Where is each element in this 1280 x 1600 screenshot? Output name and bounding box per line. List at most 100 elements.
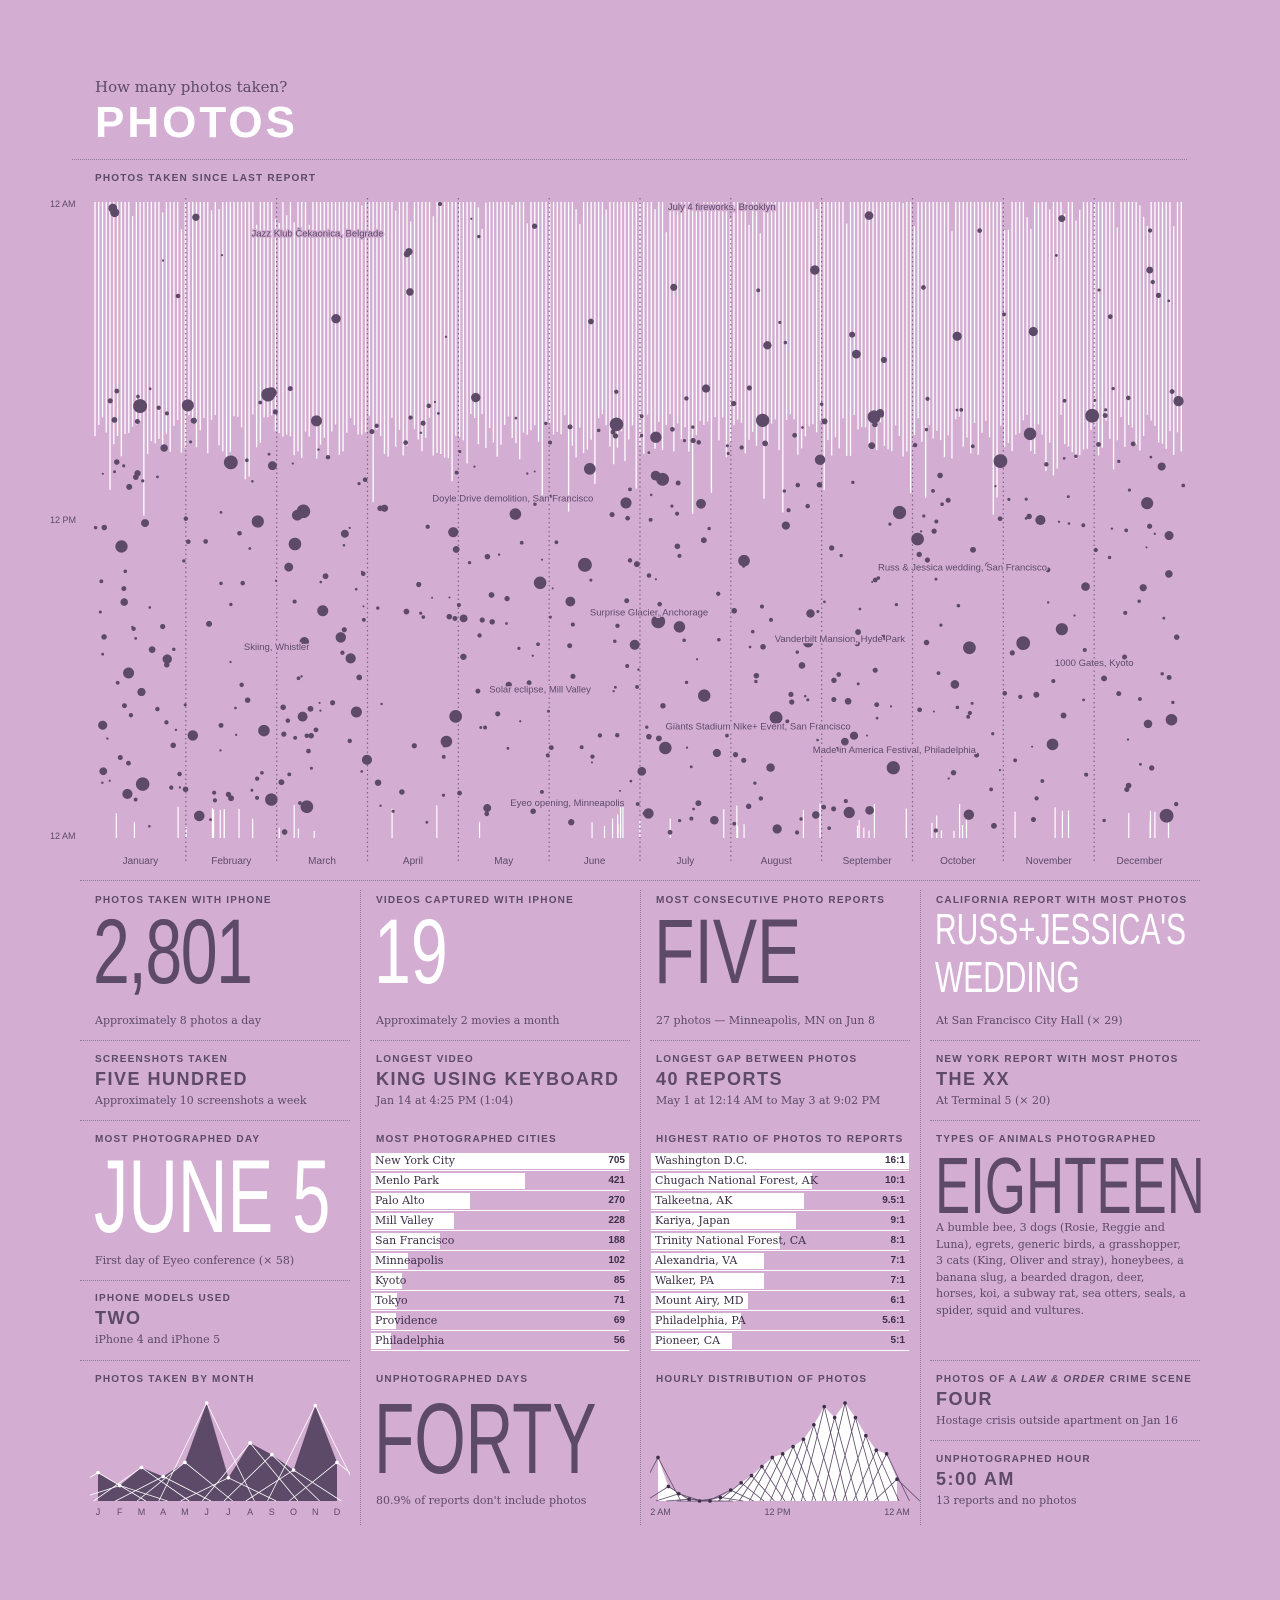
photo-dot bbox=[639, 414, 644, 419]
photo-dot bbox=[801, 426, 804, 429]
column-divider bbox=[920, 890, 921, 1525]
photo-dot bbox=[821, 418, 828, 425]
stat-note: iPhone 4 and iPhone 5 bbox=[95, 1333, 221, 1346]
photo-dot bbox=[437, 202, 443, 207]
photo-dot bbox=[426, 403, 432, 409]
photo-dot bbox=[613, 639, 617, 643]
month-label: July bbox=[677, 856, 695, 867]
photo-dot bbox=[685, 746, 689, 749]
photo-dot bbox=[416, 581, 422, 588]
photo-dot bbox=[748, 645, 752, 649]
photo-dot bbox=[272, 409, 278, 415]
photo-dot bbox=[1123, 610, 1128, 615]
photo-dot bbox=[164, 662, 170, 668]
bar-value: 6:1 bbox=[890, 1295, 905, 1306]
photo-dot bbox=[922, 514, 926, 518]
bar-row: Menlo Park 421 bbox=[371, 1173, 629, 1191]
peak-point bbox=[843, 1401, 847, 1405]
photo-dot bbox=[1009, 650, 1015, 656]
photo-dot bbox=[651, 614, 666, 629]
photo-dot bbox=[966, 714, 971, 719]
photo-dot bbox=[114, 459, 120, 465]
photo-dot bbox=[1060, 712, 1067, 719]
bar-row: New York City 705 bbox=[371, 1153, 629, 1171]
photo-dot bbox=[133, 797, 138, 802]
ratio-bar-chart: Washington D.C. 16:1 Chugach National Fore… bbox=[651, 1153, 909, 1353]
photo-dot bbox=[625, 664, 630, 668]
stat-label: MOST CONSECUTIVE PHOTO REPORTS bbox=[656, 895, 886, 906]
photo-dot bbox=[160, 623, 166, 630]
photo-dot bbox=[614, 389, 619, 394]
photo-dot bbox=[738, 554, 750, 567]
photo-dot bbox=[1062, 457, 1066, 460]
photo-dot bbox=[806, 609, 815, 618]
photo-dot bbox=[945, 497, 951, 503]
photo-dot bbox=[612, 433, 619, 439]
photo-dot bbox=[121, 586, 127, 592]
bar-fill bbox=[371, 1153, 629, 1169]
photo-dot bbox=[1174, 801, 1179, 807]
month-label: January bbox=[123, 856, 159, 867]
month-tick: J bbox=[204, 1507, 209, 1517]
bar-value: 10:1 bbox=[884, 1175, 905, 1186]
photo-dot bbox=[1173, 395, 1184, 407]
photo-dot bbox=[1018, 694, 1023, 700]
photo-dot bbox=[308, 732, 314, 739]
photo-dot bbox=[1138, 697, 1142, 701]
bar-fill bbox=[371, 1313, 397, 1329]
y-tick-bottom: 12 AM bbox=[50, 831, 76, 841]
photo-dot bbox=[291, 462, 294, 465]
peak-point bbox=[853, 1415, 858, 1420]
photo-dot bbox=[1066, 495, 1070, 499]
photo-dot bbox=[169, 785, 174, 790]
photo-dot bbox=[1150, 279, 1155, 285]
photo-dot bbox=[994, 485, 997, 488]
photo-dot bbox=[612, 689, 615, 693]
peak-point bbox=[822, 1404, 827, 1409]
photo-dot bbox=[309, 766, 313, 770]
bar-label: Talkeetna, AK bbox=[655, 1194, 733, 1207]
photo-dot bbox=[505, 681, 512, 689]
photo-dot bbox=[792, 432, 798, 438]
photo-dot bbox=[583, 463, 596, 475]
photo-dot bbox=[670, 504, 674, 508]
photo-dot bbox=[172, 647, 176, 652]
bar-row: Kyoto 85 bbox=[371, 1273, 629, 1291]
divider bbox=[930, 1360, 1200, 1361]
photo-dot bbox=[519, 720, 522, 723]
photo-dot bbox=[189, 440, 193, 444]
photo-dot bbox=[769, 617, 773, 622]
photo-dot bbox=[937, 472, 943, 479]
photo-dot bbox=[1067, 522, 1071, 525]
by-month-label: PHOTOS TAKEN BY MONTH bbox=[95, 1374, 255, 1385]
photo-dot bbox=[229, 602, 233, 607]
photo-dot bbox=[1147, 523, 1153, 529]
photo-dot bbox=[212, 790, 217, 795]
photo-dot bbox=[731, 607, 738, 614]
stat-label: LONGEST VIDEO bbox=[376, 1054, 474, 1065]
stat-value: KING USING KEYBOARD bbox=[376, 1069, 620, 1089]
bar-underline bbox=[651, 1190, 909, 1191]
peak-point bbox=[161, 1474, 165, 1479]
month-label: June bbox=[584, 856, 606, 867]
bar-value: 188 bbox=[608, 1235, 625, 1246]
photo-dot bbox=[794, 830, 800, 835]
photo-dot bbox=[219, 511, 223, 514]
stat-label: PHOTOS TAKEN WITH IPHONE bbox=[95, 895, 272, 906]
photo-dot bbox=[677, 553, 682, 558]
photo-dot bbox=[497, 553, 501, 556]
photo-dot bbox=[330, 700, 336, 706]
stat-value: TWO bbox=[95, 1308, 142, 1328]
ratio-label: HIGHEST RATIO OF PHOTOS TO REPORTS bbox=[656, 1134, 904, 1145]
column-divider bbox=[360, 890, 361, 1525]
month-tick: D bbox=[334, 1507, 341, 1517]
month-label: November bbox=[1026, 856, 1073, 867]
photo-dot bbox=[1181, 483, 1186, 488]
bar-fill bbox=[371, 1253, 409, 1269]
stat-value: 5:00 AM bbox=[936, 1469, 1015, 1489]
photo-dot bbox=[258, 724, 270, 737]
photo-dot bbox=[698, 689, 711, 702]
photo-dot bbox=[235, 733, 238, 736]
photo-dot bbox=[1016, 636, 1031, 651]
stat-value: THE XX bbox=[936, 1069, 1011, 1089]
